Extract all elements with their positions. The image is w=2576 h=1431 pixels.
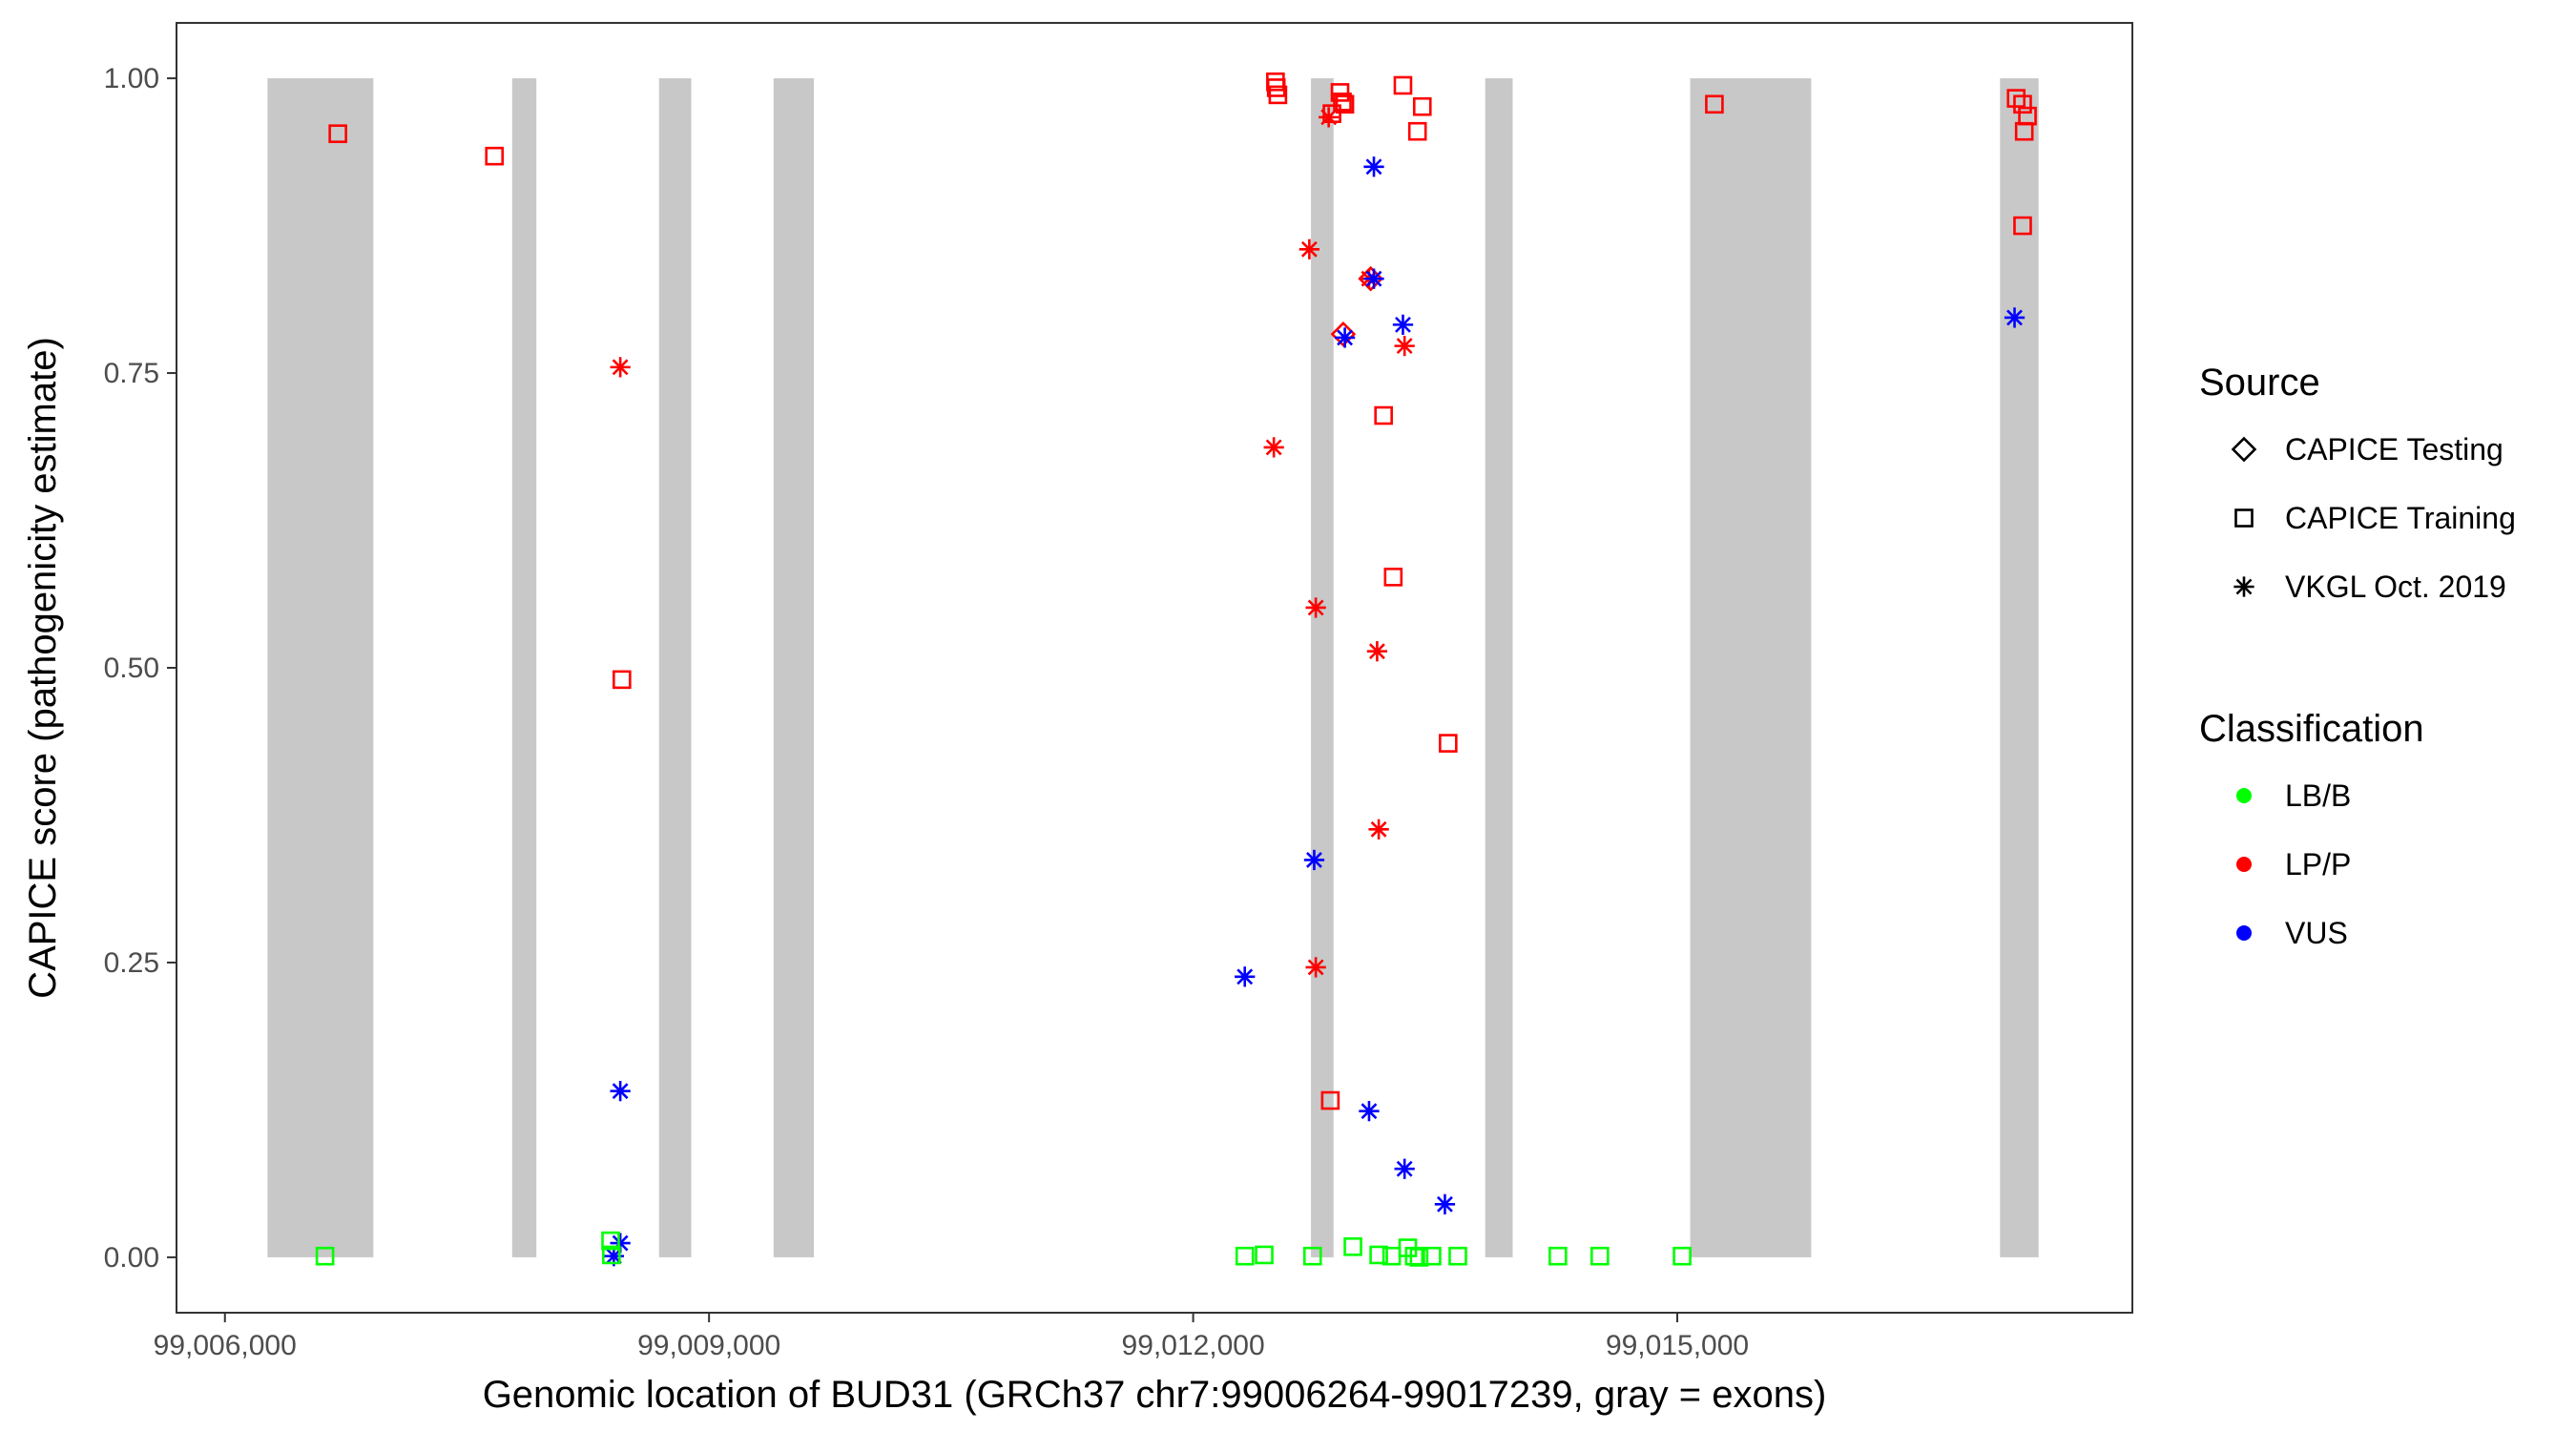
data-point: [1330, 83, 1350, 102]
x-tick-label: 99,009,000: [637, 1330, 780, 1361]
legend-source-label: CAPICE Testing: [2285, 432, 2503, 467]
data-point: [1263, 437, 1284, 458]
data-point: [1298, 238, 1320, 259]
x-axis: 99,006,000 99,009,000 99,012,000 99,015,000: [154, 1313, 1749, 1361]
data-point: [613, 670, 632, 690]
data-point: [2014, 121, 2034, 141]
data-point: [2013, 94, 2032, 114]
legend-source-label: CAPICE Training: [2285, 501, 2516, 535]
data-point: [602, 1245, 621, 1265]
data-point: [1369, 1245, 1388, 1265]
exon-band-2: [511, 78, 537, 1257]
exon-band-6: [1485, 78, 1513, 1257]
data-point: [1268, 85, 1288, 105]
y-axis-title: CAPICE score (pathogenicity estimate): [22, 337, 64, 999]
data-point: [2006, 89, 2026, 108]
legend-classification-label: LP/P: [2285, 847, 2351, 881]
legend-classification-title: Classification: [2199, 708, 2424, 750]
data-point: [1359, 1101, 1380, 1122]
data-point: [1333, 93, 1352, 112]
data-point: [1305, 597, 1326, 618]
legend-key-dot: [2236, 857, 2252, 872]
data-point: [610, 357, 631, 378]
data-point: [1334, 327, 1356, 348]
legend-source-items: CAPICE Testing CAPICE Training VKGL Oct. 2…: [2231, 432, 2516, 604]
data-point: [1672, 1246, 1692, 1266]
legend-key-dot: [2236, 788, 2252, 803]
data-point: [1439, 734, 1458, 753]
data-point: [1383, 568, 1403, 587]
data-point: [1305, 957, 1326, 978]
legend-key-asterisk: [2233, 576, 2254, 597]
legend-source-title: Source: [2199, 362, 2320, 404]
data-point: [1394, 1158, 1415, 1179]
legend-key-dot: [2236, 925, 2252, 941]
data-point: [1423, 1246, 1442, 1266]
data-point: [1368, 819, 1389, 840]
data-point: [2013, 216, 2032, 236]
data-point: [1235, 966, 1256, 987]
data-point: [1320, 1090, 1340, 1110]
data-point: [1363, 268, 1384, 289]
y-tick-label: 0.75: [104, 358, 159, 389]
data-point: [1548, 1246, 1568, 1266]
y-axis: 0.00 0.25 0.50 0.75 1.00: [104, 63, 177, 1274]
exon-bands: [267, 78, 2039, 1257]
data-point: [2004, 307, 2025, 328]
data-point: [1343, 1236, 1362, 1256]
legend-classification-items: LB/B LP/P VUS: [2236, 778, 2351, 950]
legend-key-diamond: [2231, 436, 2257, 463]
data-point: [328, 124, 347, 143]
y-tick-label: 1.00: [104, 63, 159, 94]
exon-band-4: [773, 78, 815, 1257]
data-point: [1409, 1248, 1429, 1267]
exon-band-3: [658, 78, 692, 1257]
legend-classification-label: VUS: [2285, 916, 2348, 950]
data-point: [1705, 94, 1724, 114]
y-tick-label: 0.25: [104, 947, 159, 979]
exon-band-8: [2000, 78, 2039, 1257]
y-tick-label: 0.50: [104, 653, 159, 684]
legend-classification-label: LB/B: [2285, 778, 2351, 813]
x-tick-label: 99,006,000: [154, 1330, 297, 1361]
x-tick-label: 99,015,000: [1606, 1330, 1749, 1361]
legend-key-square: [2234, 508, 2254, 528]
data-point: [1392, 314, 1414, 335]
data-point: [1412, 96, 1432, 116]
data-point: [1590, 1246, 1610, 1266]
data-point: [1335, 94, 1355, 114]
data-point: [1235, 1246, 1255, 1266]
data-point: [485, 146, 505, 166]
data-point: [1302, 1246, 1322, 1266]
data-point: [1255, 1245, 1274, 1265]
x-axis-title: Genomic location of BUD31 (GRCh37 chr7:9…: [483, 1374, 1827, 1416]
data-point: [601, 1231, 620, 1251]
data-point: [1407, 121, 1427, 141]
data-point: [1363, 156, 1384, 177]
data-point: [1394, 335, 1415, 357]
y-tick-label: 0.00: [104, 1242, 159, 1274]
data-point: [1366, 641, 1388, 662]
data-point: [610, 1081, 631, 1102]
data-point: [1393, 75, 1413, 95]
exon-band-7: [1690, 78, 1812, 1257]
legend: Source CAPICE Testing CAPICE Training VKGL…: [2199, 362, 2516, 950]
x-tick-label: 99,012,000: [1122, 1330, 1265, 1361]
data-point: [1434, 1193, 1456, 1214]
data-points: [315, 72, 2037, 1267]
legend-source-label: VKGL Oct. 2019: [2285, 570, 2506, 604]
data-point: [1448, 1246, 1467, 1266]
exon-band-1: [267, 78, 374, 1257]
data-point: [315, 1246, 335, 1266]
data-point: [1319, 107, 1340, 128]
plot-panel: [176, 22, 2133, 1314]
data-point: [1374, 405, 1393, 425]
data-point: [1303, 849, 1325, 871]
